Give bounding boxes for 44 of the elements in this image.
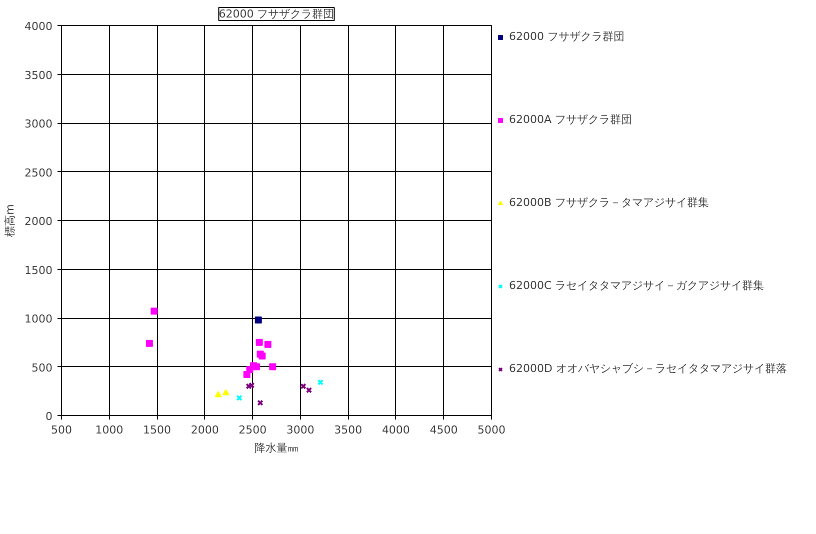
- point: [150, 308, 158, 315]
- y-axis-title: 標高m: [4, 204, 17, 237]
- point: [222, 389, 230, 396]
- y-tick-label: 500: [32, 361, 53, 374]
- y-tick-label: 2500: [24, 166, 53, 180]
- y-tick-label: 2000: [24, 215, 53, 228]
- point: [269, 363, 276, 370]
- chart-title: 62000 フサザクラ群団: [218, 8, 334, 20]
- legend-label: 62000D オオバヤシャブシ－ラセイタタマアジサイ群落: [509, 361, 787, 376]
- point: [300, 383, 306, 390]
- point: [306, 387, 312, 394]
- legend-label: 62000A フサザクラ群団: [509, 112, 632, 127]
- x-tick-label: 500: [51, 424, 72, 436]
- y-tick-label: 4000: [24, 20, 53, 33]
- legend-label: 62000B フサザクラ－タマアジサイ群集: [509, 195, 710, 210]
- x-tick-label: 5000: [478, 424, 506, 436]
- x-tick-label: 2000: [190, 424, 219, 436]
- y-tick-label: 1500: [24, 264, 53, 277]
- point: [252, 363, 260, 370]
- point: [256, 338, 263, 346]
- point: [257, 400, 264, 406]
- point: [146, 340, 153, 347]
- point: [248, 382, 255, 388]
- point: [246, 383, 252, 390]
- x-tick-label: 4000: [382, 424, 410, 436]
- x-tick-label: 2500: [238, 424, 267, 436]
- y-tick-label: 3000: [24, 118, 53, 130]
- x-axis-title: 降水量㎜: [254, 442, 298, 454]
- point: [317, 379, 324, 386]
- point: [214, 391, 222, 398]
- point: [264, 340, 272, 348]
- legend-label: 62000 フサザクラ群団: [509, 29, 624, 44]
- x-tick-label: 3000: [286, 424, 314, 436]
- y-tick-label: 3500: [24, 68, 53, 82]
- legend-label: 62000C ラセイタタマアジサイ－ガクアジサイ群集: [509, 278, 764, 293]
- point: [243, 371, 250, 378]
- x-tick-label: 1500: [143, 424, 172, 436]
- x-tick-label: 3500: [334, 424, 362, 436]
- x-tick-label: 4500: [430, 424, 458, 436]
- x-tick-label: 1000: [95, 424, 124, 436]
- y-tick-label: 1000: [24, 312, 53, 326]
- point: [236, 394, 242, 402]
- point: [254, 316, 262, 324]
- y-tick-label: 0: [46, 410, 52, 423]
